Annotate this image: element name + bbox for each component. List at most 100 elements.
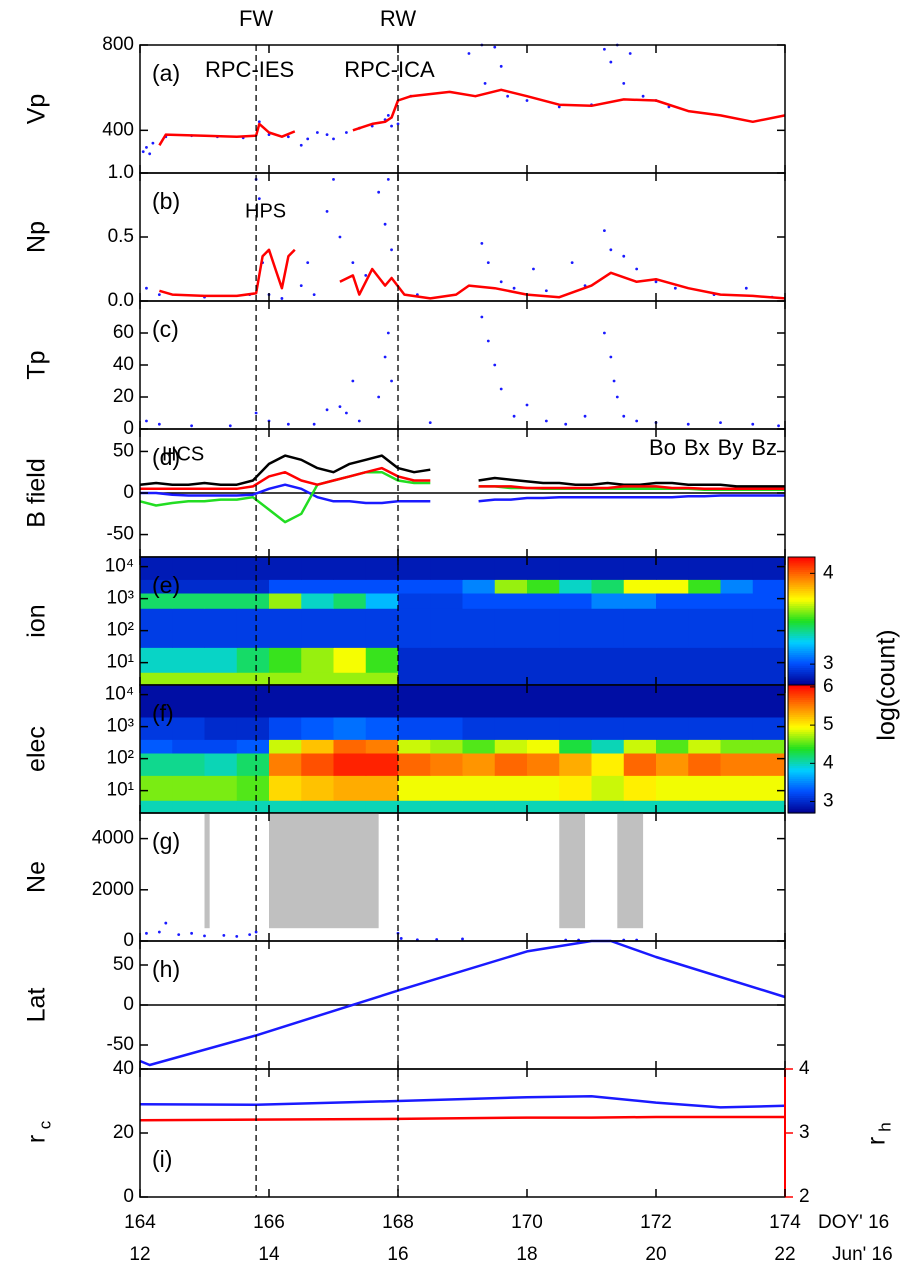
data-point <box>377 190 381 194</box>
heatmap-cell <box>688 685 721 718</box>
colorbar-step <box>788 565 815 569</box>
colorbar-step <box>788 781 815 784</box>
data-point <box>157 422 161 426</box>
shaded-span <box>269 813 379 929</box>
data-point <box>145 931 148 935</box>
y-tick-label: -50 <box>107 1034 134 1055</box>
y-tick-label: 40 <box>113 1058 134 1079</box>
data-point <box>235 934 239 938</box>
shaded-span <box>204 813 210 929</box>
colorbar-step <box>788 810 815 814</box>
heatmap-cell <box>204 647 238 673</box>
heatmap-cell <box>333 608 367 648</box>
heatmap-cell <box>591 800 625 814</box>
data-point <box>145 286 148 290</box>
data-point <box>532 267 535 271</box>
colorbar-tick-label: 4 <box>823 752 834 773</box>
heatmap-cell <box>333 647 367 673</box>
colorbar-step <box>788 712 815 716</box>
heatmap-cell <box>236 800 270 814</box>
colorbar-step <box>788 742 815 746</box>
heatmap-cell <box>688 608 721 648</box>
heatmap-cell <box>236 685 270 718</box>
colorbar-tick-label: 6 <box>823 676 834 697</box>
data-point <box>493 363 497 367</box>
colorbar-step <box>788 785 815 788</box>
heatmap-cell <box>494 557 528 580</box>
heatmap-cell <box>430 775 463 801</box>
panel-label: (f) <box>152 700 174 726</box>
heatmap-cell <box>398 647 431 673</box>
data-point <box>583 414 587 418</box>
data-point <box>493 45 497 49</box>
data-point <box>351 379 355 383</box>
heatmap-cell <box>430 739 463 754</box>
data-point <box>377 395 381 399</box>
data-point <box>390 248 393 252</box>
x-axis-label: DOY' 16 <box>818 1212 889 1233</box>
x-tick-label-date: 16 <box>387 1244 408 1265</box>
colorbar-step <box>788 650 815 654</box>
heatmap-cell <box>623 685 657 718</box>
heatmap-cell <box>365 752 399 776</box>
colorbar-step <box>788 584 815 588</box>
heatmap-cell <box>172 752 205 776</box>
colorbar-step <box>788 659 815 663</box>
data-point <box>512 286 516 290</box>
data-point <box>686 422 690 426</box>
heatmap-cell <box>720 608 754 648</box>
heatmap-cell <box>172 672 205 686</box>
heatmap-cell <box>301 557 334 580</box>
colorbar-step <box>788 770 815 774</box>
heatmap-cell <box>720 672 754 686</box>
colorbar-step <box>788 610 815 614</box>
heatmap-cell <box>140 592 173 609</box>
heatmap-cell <box>430 752 463 776</box>
data-point <box>325 133 329 137</box>
colorbar-step <box>788 776 815 780</box>
heatmap-cell <box>559 579 592 594</box>
heatmap-cell <box>527 685 560 718</box>
colorbar-step <box>788 670 815 673</box>
y-tick-label: 1.0 <box>108 162 134 183</box>
colorbar-step <box>788 753 815 756</box>
colorbar-step <box>788 618 815 622</box>
y-tick-label: 10² <box>107 748 134 769</box>
colorbar-step <box>788 763 815 767</box>
panel-label: (c) <box>152 316 179 342</box>
colorbar-step <box>788 616 815 620</box>
legend-entry: Bo <box>649 435 676 460</box>
colorbar-step <box>788 655 815 658</box>
data-point <box>151 141 155 145</box>
data-point <box>603 47 606 51</box>
data-point <box>306 261 310 264</box>
heatmap-cell <box>462 579 496 594</box>
heatmap-cell <box>365 685 399 718</box>
heatmap-cell <box>333 592 367 609</box>
colorbar-step <box>788 761 815 765</box>
y-tick-label: 0 <box>123 482 134 503</box>
heatmap-cell <box>301 739 334 754</box>
colorbar-step <box>788 759 815 763</box>
heatmap-cell <box>430 592 463 609</box>
colorbar-step <box>788 561 815 564</box>
panel: -50 0 50 Lat (h) <box>23 939 786 1070</box>
data-point <box>190 931 194 935</box>
heatmap-cell <box>430 800 463 814</box>
heatmap-cell <box>752 608 786 648</box>
colorbar-step <box>788 704 815 707</box>
x-tick-label: 174 <box>769 1212 801 1233</box>
heatmap-cell <box>623 557 657 580</box>
heatmap-cell <box>623 752 657 776</box>
data-line <box>159 248 786 300</box>
colorbar-step <box>788 563 815 567</box>
x-tick-label: 172 <box>640 1212 672 1233</box>
y-tick-label: 0 <box>123 1186 134 1207</box>
heatmap-cell <box>204 739 238 754</box>
data-point <box>338 235 342 239</box>
heatmap-cell <box>688 647 721 673</box>
y-tick-label: 10⁴ <box>105 556 134 577</box>
heatmap-cell <box>204 717 238 740</box>
heatmap-cell <box>204 608 238 648</box>
panel: 3 4 5 6 10¹ 10² 10³ 10⁴ elec (f) <box>23 676 834 814</box>
